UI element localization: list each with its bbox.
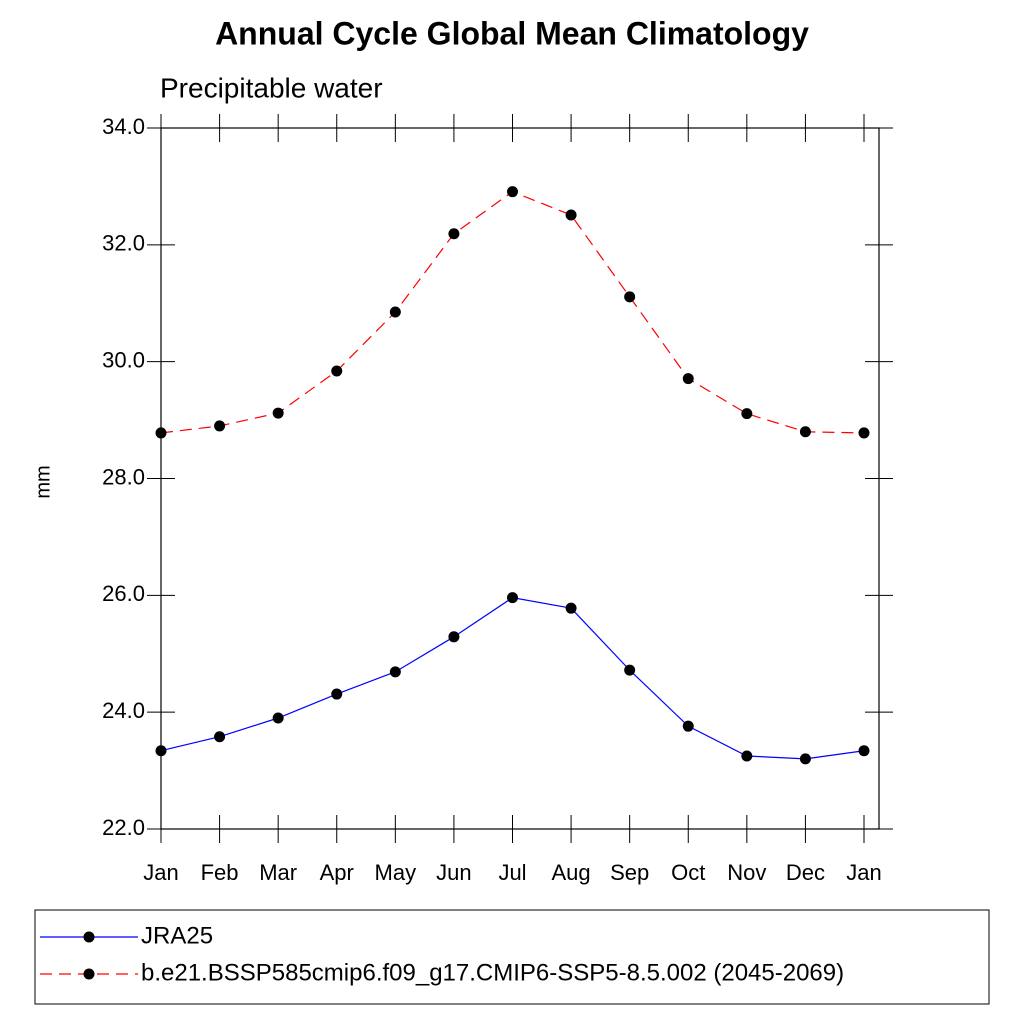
data-point — [858, 745, 870, 757]
data-point — [624, 664, 636, 676]
legend-marker — [83, 968, 95, 980]
y-tick-label: 24.0 — [102, 698, 145, 723]
chart-title: Annual Cycle Global Mean Climatology — [215, 15, 809, 51]
y-tick-label: 32.0 — [102, 231, 145, 256]
data-point — [682, 373, 694, 385]
series-line — [160, 597, 865, 760]
data-point — [507, 186, 518, 198]
x-tick-label: Jan — [846, 860, 881, 885]
x-tick-label: Feb — [201, 860, 239, 885]
chart-subtitle: Precipitable water — [160, 72, 383, 103]
data-point — [214, 420, 226, 432]
data-point — [389, 306, 401, 318]
data-point — [741, 408, 753, 420]
data-point — [331, 688, 343, 700]
data-point — [565, 602, 577, 614]
y-tick-label: 22.0 — [102, 815, 145, 840]
y-tick-label: 28.0 — [102, 464, 145, 489]
data-point — [155, 427, 167, 439]
legend-label: b.e21.BSSP585cmip6.f09_g17.CMIP6-SSP5-8.… — [141, 959, 844, 986]
data-point — [331, 365, 343, 377]
data-point — [507, 592, 518, 604]
data-point — [858, 427, 870, 439]
x-tick-label: Oct — [671, 860, 705, 885]
data-point — [272, 712, 284, 724]
data-point — [799, 426, 811, 438]
x-tick-label: Apr — [320, 860, 354, 885]
data-point — [565, 209, 577, 221]
x-tick-label: Nov — [727, 860, 766, 885]
plot-frame — [160, 127, 880, 830]
data-point — [682, 720, 694, 732]
legend-marker — [83, 931, 95, 943]
data-point — [155, 745, 167, 757]
series-line — [160, 190, 865, 434]
x-tick-label: Jan — [143, 860, 178, 885]
y-axis-label: mm — [32, 465, 54, 498]
data-point — [799, 753, 811, 765]
x-tick-label: May — [375, 860, 417, 885]
data-point — [272, 407, 284, 419]
x-tick-label: Jul — [498, 860, 526, 885]
data-point — [448, 228, 460, 240]
y-tick-label: 30.0 — [102, 347, 145, 372]
x-tick-label: Dec — [786, 860, 825, 885]
x-tick-label: Mar — [259, 860, 297, 885]
x-tick-label: Sep — [610, 860, 649, 885]
data-point — [389, 666, 401, 678]
y-tick-label: 34.0 — [102, 114, 145, 139]
x-tick-label: Jun — [436, 860, 471, 885]
legend-box — [34, 909, 990, 1005]
data-point — [624, 291, 636, 303]
data-point — [448, 631, 460, 643]
data-point — [741, 750, 753, 762]
legend-label: JRA25 — [141, 922, 213, 949]
y-tick-label: 26.0 — [102, 581, 145, 606]
data-point — [214, 731, 226, 743]
x-tick-label: Aug — [552, 860, 591, 885]
